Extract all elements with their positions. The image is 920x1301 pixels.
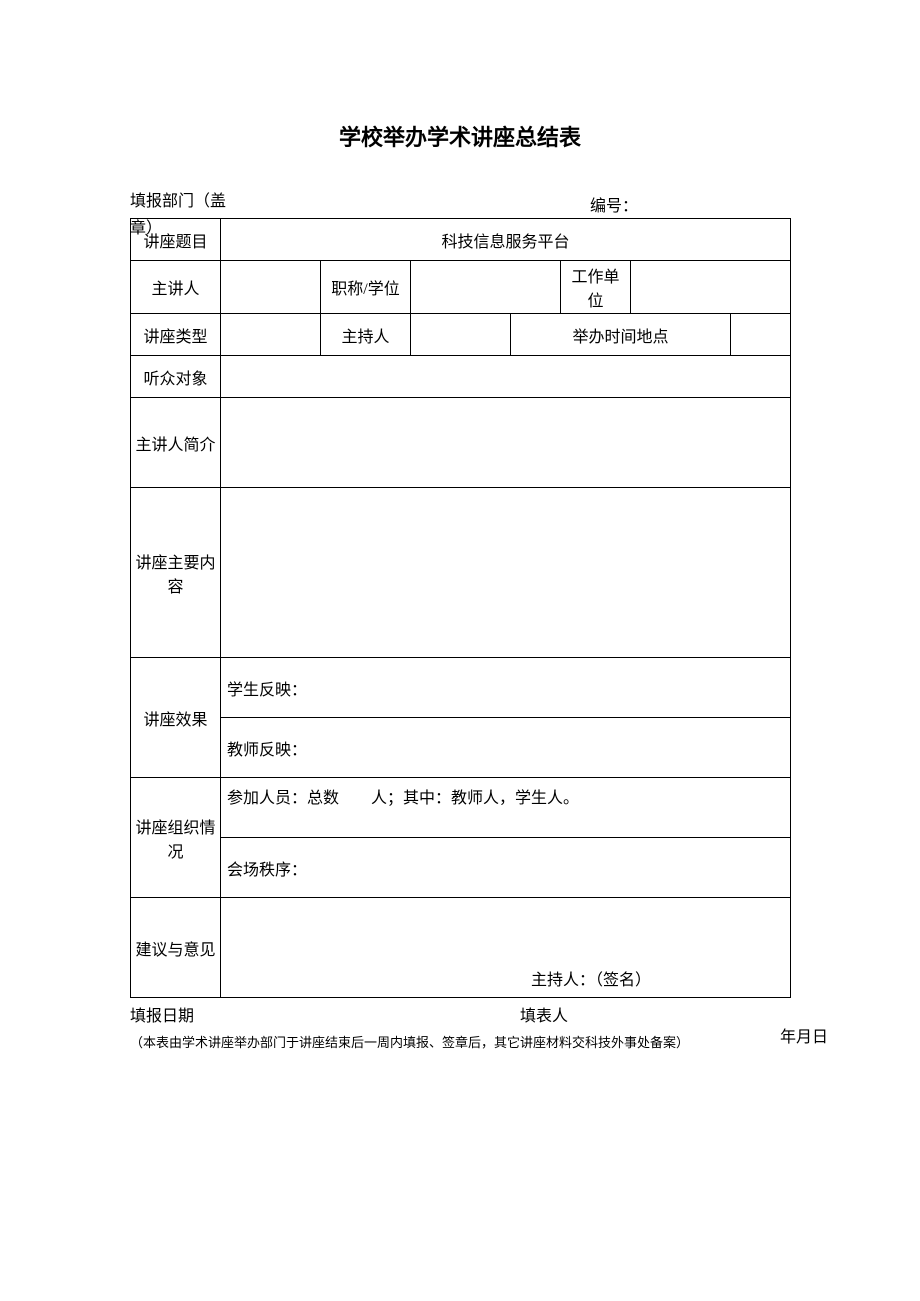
filler-label: 填表人 — [520, 1002, 568, 1026]
value-speaker-bio[interactable] — [221, 398, 791, 488]
student-feedback-cell[interactable]: 学生反映： — [221, 658, 791, 718]
dept-label-line2: 章） — [130, 214, 162, 238]
value-work-unit[interactable] — [631, 261, 791, 314]
value-time-place[interactable] — [731, 314, 791, 356]
value-audience[interactable] — [221, 356, 791, 398]
value-host[interactable] — [411, 314, 511, 356]
label-effect: 讲座效果 — [131, 658, 221, 778]
date-ymd-label: 年月日 — [780, 1023, 828, 1047]
page-title: 学校举办学术讲座总结表 — [130, 120, 790, 152]
participants-cell[interactable]: 参加人员：总数 人；其中：教师人，学生人。 — [221, 778, 791, 838]
value-main-content[interactable] — [221, 488, 791, 658]
number-label: 编号： — [590, 192, 638, 216]
header-row: 填报部门（盖 章） 编号： — [130, 192, 790, 216]
suggestions-cell[interactable]: 主持人：（签名） — [221, 898, 791, 998]
venue-order-cell[interactable]: 会场秩序： — [221, 838, 791, 898]
label-lecture-type: 讲座类型 — [131, 314, 221, 356]
value-speaker[interactable] — [221, 261, 321, 314]
teacher-feedback-cell[interactable]: 教师反映： — [221, 718, 791, 778]
value-lecture-type[interactable] — [221, 314, 321, 356]
value-title-degree[interactable] — [411, 261, 561, 314]
host-sign-label: 主持人：（签名） — [531, 966, 651, 990]
footer-row: 填报日期 填表人 — [130, 1002, 790, 1024]
label-speaker-bio: 主讲人简介 — [131, 398, 221, 488]
label-speaker: 主讲人 — [131, 261, 221, 314]
note-text: （本表由学术讲座举办部门于讲座结束后一周内填报、签章后，其它讲座材料交科技外事处… — [130, 1032, 830, 1051]
label-organization: 讲座组织情况 — [131, 778, 221, 898]
fill-date-label: 填报日期 — [130, 1002, 194, 1026]
dept-label-line1: 填报部门（盖 — [130, 192, 290, 213]
summary-form-table: 讲座题目 科技信息服务平台 主讲人 职称/学位 工作单位 讲座类型 主持人 举办… — [130, 218, 791, 998]
label-title-degree: 职称/学位 — [321, 261, 411, 314]
label-host: 主持人 — [321, 314, 411, 356]
label-audience: 听众对象 — [131, 356, 221, 398]
label-main-content: 讲座主要内容 — [131, 488, 221, 658]
value-lecture-title[interactable]: 科技信息服务平台 — [221, 219, 791, 261]
label-time-place: 举办时间地点 — [511, 314, 731, 356]
label-suggestions: 建议与意见 — [131, 898, 221, 998]
label-work-unit: 工作单位 — [561, 261, 631, 314]
